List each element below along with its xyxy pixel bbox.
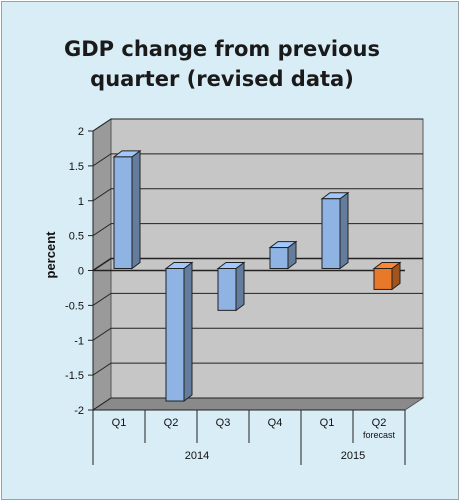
y-axis-label: percent <box>43 231 58 279</box>
y-tick-label: 0 <box>78 266 84 278</box>
gridline-side <box>92 188 112 202</box>
bar-front <box>373 268 393 290</box>
bar-side <box>131 149 141 270</box>
chart-title: GDP change from previous quarter (revise… <box>2 34 442 94</box>
gridline-side <box>92 257 112 272</box>
bar-side <box>235 261 245 312</box>
bar-side <box>183 261 193 403</box>
x-tick-label: Q2 <box>164 417 179 429</box>
bar-front <box>113 156 133 269</box>
y-tick-label: 1.5 <box>69 161 84 173</box>
bar-front <box>269 247 289 269</box>
x-tick-label: Q4 <box>268 417 283 429</box>
bar <box>216 261 246 312</box>
bar-front <box>217 268 237 311</box>
y-tick-label: 0.5 <box>69 231 84 243</box>
bar <box>372 261 402 291</box>
floor <box>91 397 425 411</box>
chart-title-line-1: GDP change from previous <box>64 37 380 61</box>
y-tick-label: -1 <box>74 335 84 347</box>
x-tick-label: Q1 <box>112 417 127 429</box>
bar-side <box>339 191 349 270</box>
gridline-side <box>92 153 112 167</box>
x-group-label: 2014 <box>185 450 209 462</box>
chart-title-line-2: quarter (revised data) <box>90 67 354 91</box>
bar-front <box>165 268 185 402</box>
x-tick-label: Q2 <box>372 417 387 429</box>
gridline-side <box>92 223 112 237</box>
gridlines <box>92 118 423 411</box>
gridline-side <box>92 327 112 341</box>
y-tick-label: -1.5 <box>65 370 84 382</box>
bar-front <box>321 198 341 269</box>
y-axis: 2 1.5 1 0.5 0 -0.5 -1 -1.5 -2 <box>65 126 94 417</box>
bar <box>320 191 350 270</box>
y-tick-label: 1 <box>78 196 84 208</box>
x-tick-label: Q1 <box>320 417 335 429</box>
bar <box>268 240 298 270</box>
gridline-side <box>92 397 112 411</box>
y-tick-label: -2 <box>74 405 84 417</box>
bar <box>164 261 194 403</box>
chart-walls <box>91 118 425 411</box>
bars <box>112 149 402 403</box>
x-tick-note: forecast <box>363 430 396 440</box>
y-tick-label: -0.5 <box>65 300 84 312</box>
gridline-side <box>92 292 112 306</box>
x-tick-label: Q3 <box>216 417 231 429</box>
gridline-side <box>92 118 112 132</box>
x-group-label: 2015 <box>341 450 365 462</box>
y-tick-label: 2 <box>78 126 84 138</box>
bar <box>112 149 142 270</box>
gridline-side <box>92 362 112 376</box>
